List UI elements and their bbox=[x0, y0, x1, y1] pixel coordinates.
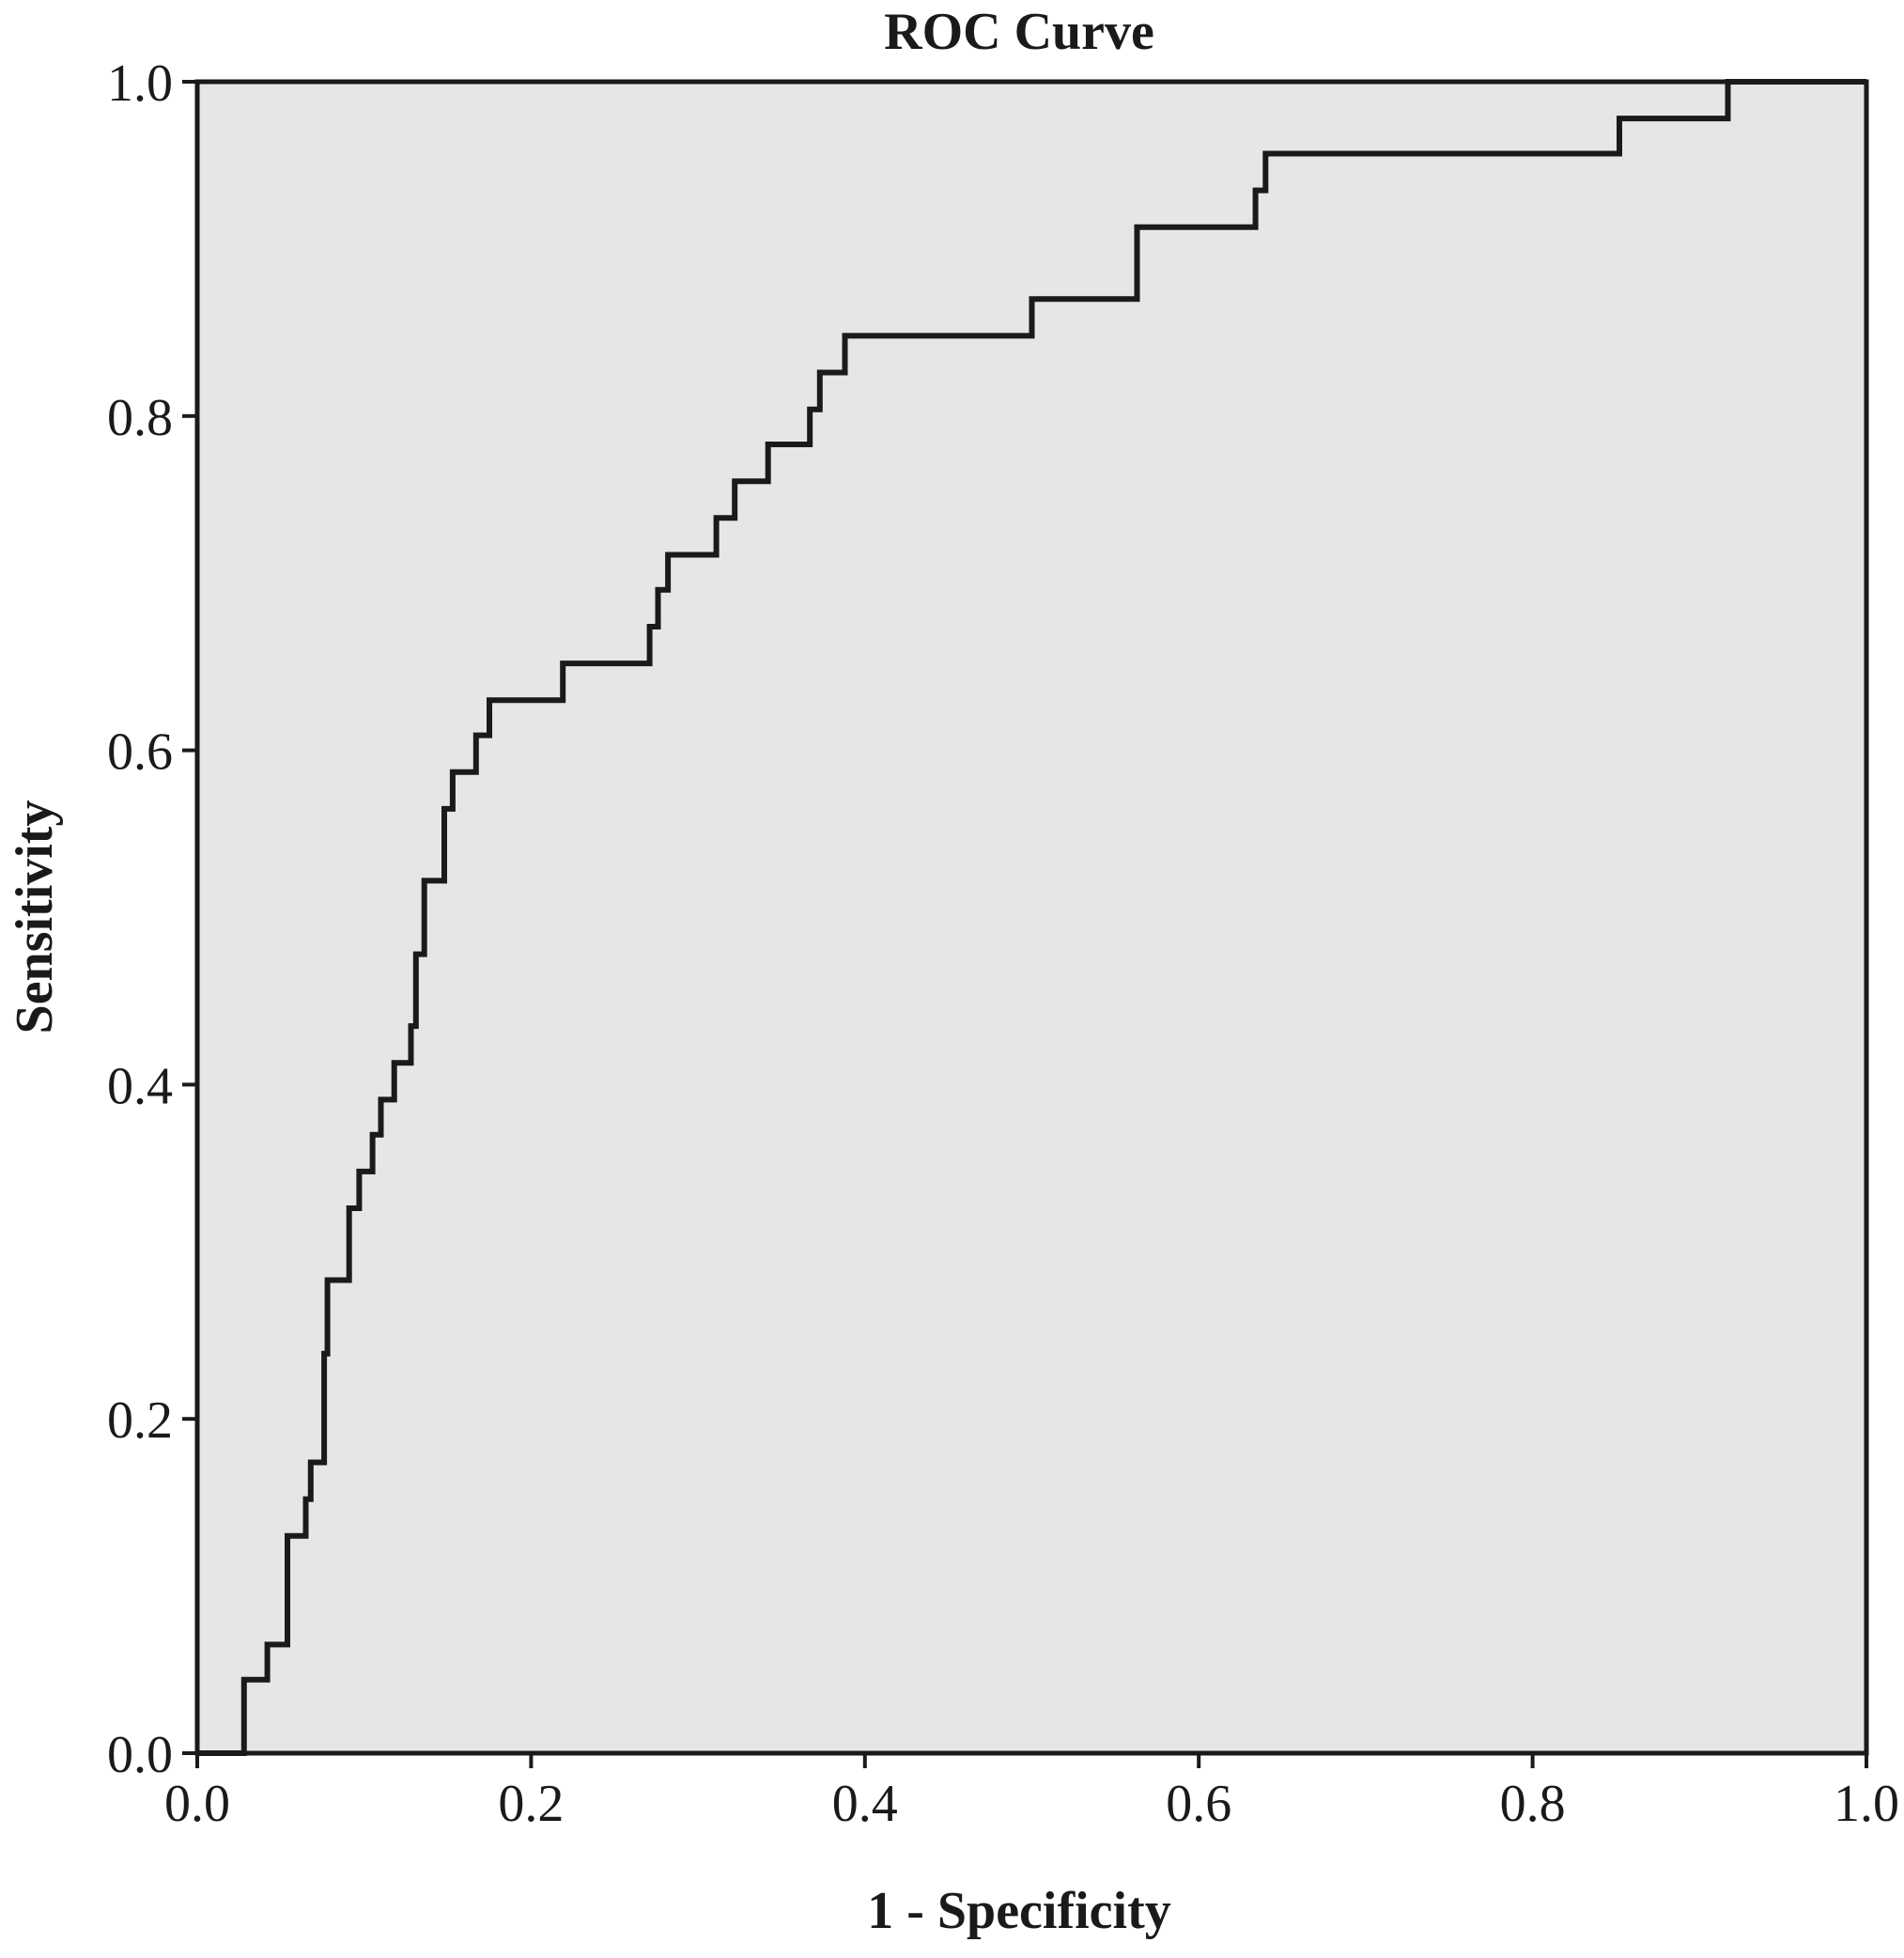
roc-curve-line bbox=[197, 79, 1866, 1756]
tick-labels: 0.0 0.2 0.4 0.6 0.8 1.0 0.0 0.2 0.4 0.6 0.8 1.0 bbox=[107, 54, 1899, 1833]
y-axis-label: Sensitivity bbox=[6, 800, 64, 1034]
x-tick-label: 0.8 bbox=[1500, 1775, 1566, 1833]
y-tick-label: 1.0 bbox=[107, 54, 173, 113]
tick-marks bbox=[182, 80, 1868, 1768]
x-tick-label: 1.0 bbox=[1834, 1775, 1899, 1833]
x-tick-label: 0.4 bbox=[832, 1775, 898, 1833]
plot-background bbox=[197, 82, 1866, 1753]
chart-title: ROC Curve bbox=[884, 3, 1154, 61]
x-tick-label: 0.0 bbox=[164, 1775, 230, 1833]
x-tick-label: 0.6 bbox=[1166, 1775, 1231, 1833]
y-tick-label: 0.6 bbox=[107, 723, 173, 782]
y-tick-label: 0.2 bbox=[107, 1391, 173, 1450]
y-tick-label: 0.4 bbox=[107, 1057, 173, 1115]
y-tick-label: 0.8 bbox=[107, 389, 173, 447]
plot-frame bbox=[194, 79, 1869, 1756]
x-axis-label: 1 - Specificity bbox=[867, 1882, 1170, 1940]
y-tick-label: 0.0 bbox=[107, 1726, 173, 1784]
x-tick-label: 0.2 bbox=[498, 1775, 564, 1833]
